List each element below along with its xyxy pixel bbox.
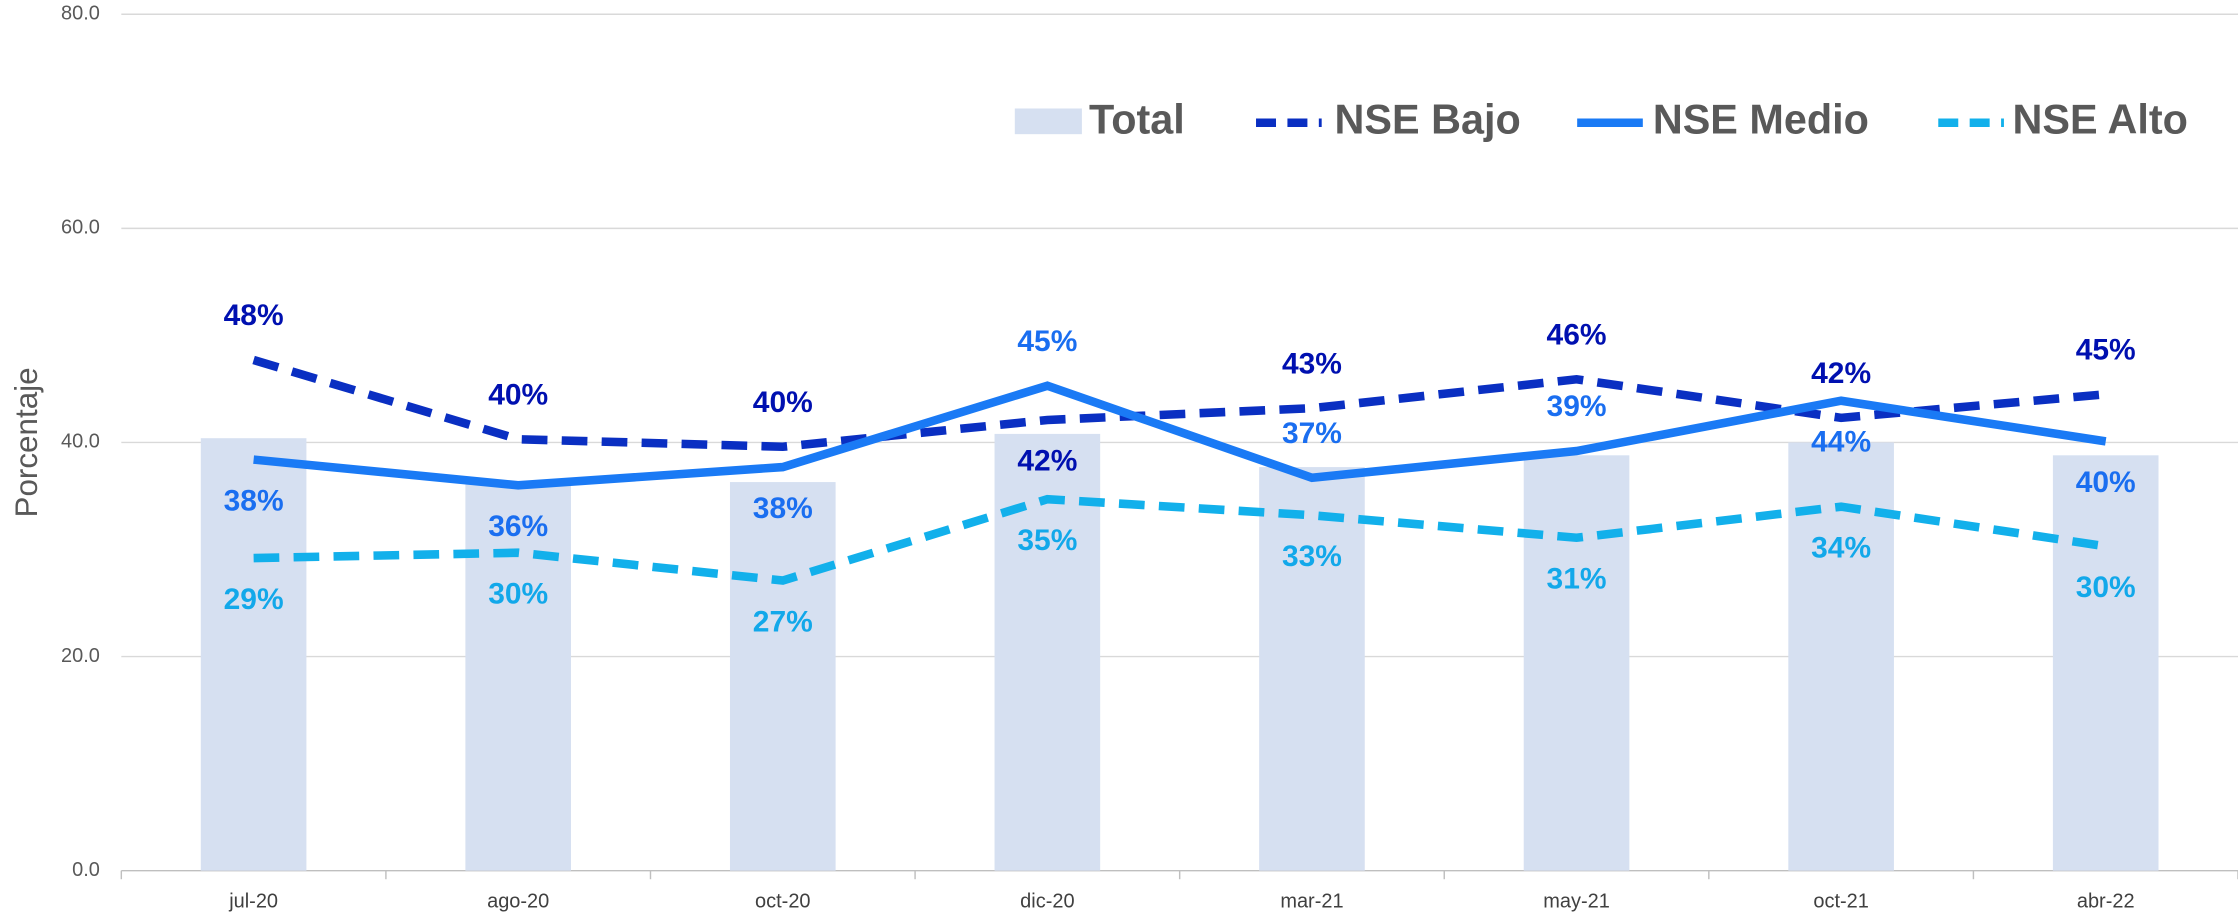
line-series [253,381,2107,490]
bar [1523,455,1630,871]
legend-label: NSE Medio [1653,97,1869,143]
legend-label: Total [1089,97,1185,143]
y-tick-label: 20.0 [61,645,100,667]
x-tick-label: oct-21 [1813,890,1869,912]
data-label: 31% [1547,562,1607,595]
x-tick-label: abr-22 [2077,890,2135,912]
data-label: 46% [1547,318,1607,351]
bar [2052,455,2159,871]
data-label: 45% [1017,325,1077,358]
data-label: 42% [1017,445,1077,478]
x-tick-label: ago-20 [487,890,549,912]
plot: Porcentaje 0.0 20.0 40.0 60.0 80.0 jul-20 ago-… [9,3,2238,912]
y-tick-label: 80.0 [61,3,100,25]
legend-label: NSE Alto [2012,97,2187,143]
x-tick-label: mar-21 [1280,890,1343,912]
data-label: 38% [753,492,813,525]
line-series [253,494,2107,585]
data-label: 34% [1811,531,1871,564]
data-label: 29% [224,583,284,616]
bar [200,438,307,871]
data-label: 40% [2076,466,2136,499]
data-label: 40% [488,378,548,411]
y-axis-title: Porcentaje [9,367,44,517]
x-tick-label: jul-20 [228,890,278,912]
data-label: 48% [224,299,284,332]
data-label: 45% [2076,333,2136,366]
data-label: 37% [1282,417,1342,450]
x-tick-label: dic-20 [1020,890,1074,912]
data-label: 35% [1017,524,1077,557]
y-tick-label: 0.0 [72,859,100,881]
legend-label: NSE Bajo [1335,97,1521,143]
data-label: 27% [753,605,813,638]
data-label: 44% [1811,425,1871,458]
data-label: 30% [2076,571,2136,604]
bar [729,482,836,871]
data-label: 42% [1811,357,1871,390]
data-label: 43% [1282,347,1342,380]
x-tick-label: oct-20 [755,890,810,912]
data-label: 40% [753,386,813,419]
data-label: 30% [488,577,548,610]
y-tick-label: 40.0 [61,431,100,453]
y-tick-label: 60.0 [61,217,100,239]
data-label: 38% [224,484,284,517]
legend-swatch [1014,108,1082,135]
data-label: 33% [1282,540,1342,573]
bar [1259,467,1365,871]
bar [465,481,572,871]
data-label: 36% [488,510,548,543]
x-tick-label: may-21 [1543,890,1610,912]
data-label: 39% [1547,390,1607,423]
